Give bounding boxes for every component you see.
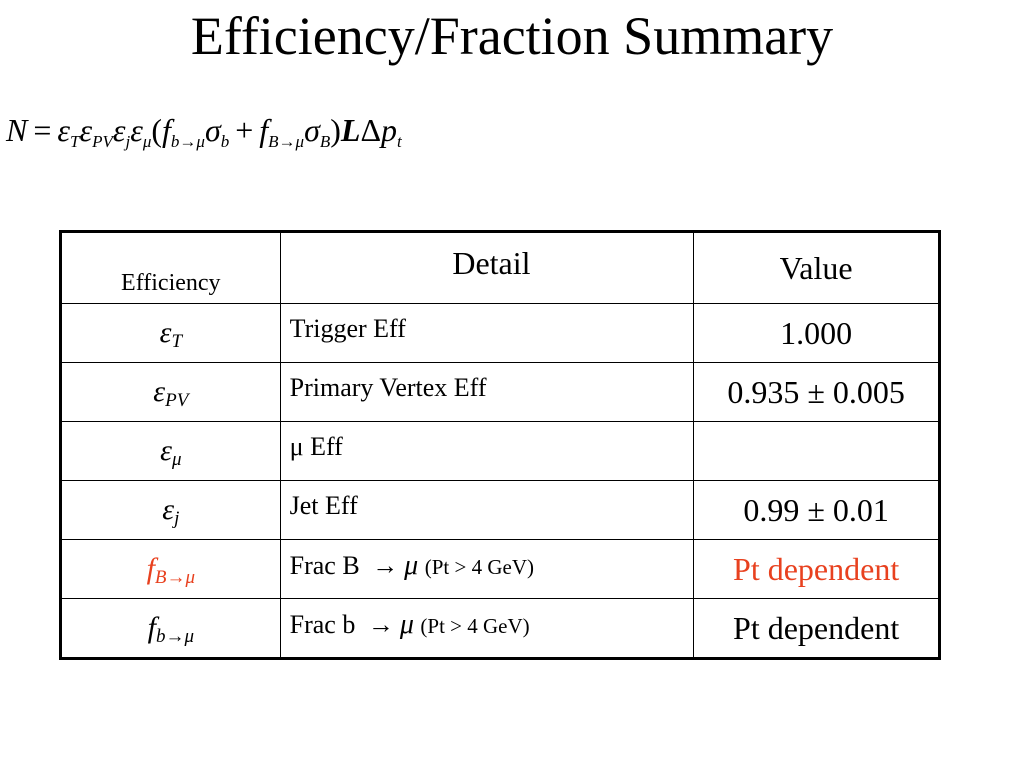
formula-close-paren: ) [330,112,341,148]
formula-f-b-mu: fb→μ [162,112,205,151]
symbol-eps-T: εT [159,316,183,352]
symbol-eps-PV: εPV [153,375,189,411]
header-value: Value [693,231,940,304]
symbol-eps-mu: εμ [160,434,182,470]
symbol-eps-j: εj [162,493,180,529]
table-row: εj Jet Eff 0.99 ± 0.01 [60,480,940,540]
symbol-f-B-mu: fB→μ [146,552,196,588]
yield-formula: N = εTεPVεjεμ(fb→μσb + fB→μσB)LΔpt [6,110,402,150]
efficiency-table: Efficiency Detail Value εT Trigger Eff 1… [59,230,941,660]
formula-N: N [6,112,28,148]
slide-title: Efficiency/Fraction Summary [190,6,834,66]
value-jet-eff: 0.99 ± 0.01 [743,491,889,528]
formula-equals: = [33,112,52,148]
table-row: εμ μ Eff [60,421,940,481]
formula-open-paren: ( [151,112,163,148]
formula-eps-j: εj [112,112,131,151]
header-detail: Detail [279,231,695,304]
table-row: fb→μ Frac b → μ (Pt > 4 GeV) Pt dependent [60,598,940,659]
table-row: εT Trigger Eff 1.000 [60,303,940,363]
header-efficiency: Efficiency [60,231,281,304]
formula-sigma-b: σb [204,112,230,151]
formula-eps-T: εT [57,112,80,151]
formula-plus: + [235,112,254,148]
value-primary-vertex-eff: 0.935 ± 0.005 [727,373,905,410]
table-header-row: Efficiency Detail Value [60,231,940,304]
formula-eps-PV: εPV [79,112,113,151]
detail-mu-eff: μ Eff [289,432,343,461]
value-trigger-eff: 1.000 [780,314,853,351]
value-frac-B: Pt dependent [733,550,900,587]
symbol-f-b-mu: fb→μ [147,611,194,647]
detail-frac-B: Frac B → μ (Pt > 4 GeV) [289,550,534,581]
formula-f-B-mu: fB→μ [259,112,305,151]
formula-sigma-B: σB [304,112,331,151]
table-row: εPV Primary Vertex Eff 0.935 ± 0.005 [60,362,940,422]
formula-eps-mu: εμ [130,112,152,151]
detail-jet-eff: Jet Eff [289,491,358,520]
formula-pt: pt [381,112,402,151]
detail-frac-b: Frac b → μ (Pt > 4 GeV) [289,609,530,640]
detail-primary-vertex-eff: Primary Vertex Eff [289,373,487,402]
formula-delta: Δ [360,112,382,148]
formula-luminosity: L [340,112,361,148]
value-frac-b: Pt dependent [733,609,900,646]
table-row: fB→μ Frac B → μ (Pt > 4 GeV) Pt dependent [60,539,940,599]
detail-trigger-eff: Trigger Eff [289,314,406,343]
